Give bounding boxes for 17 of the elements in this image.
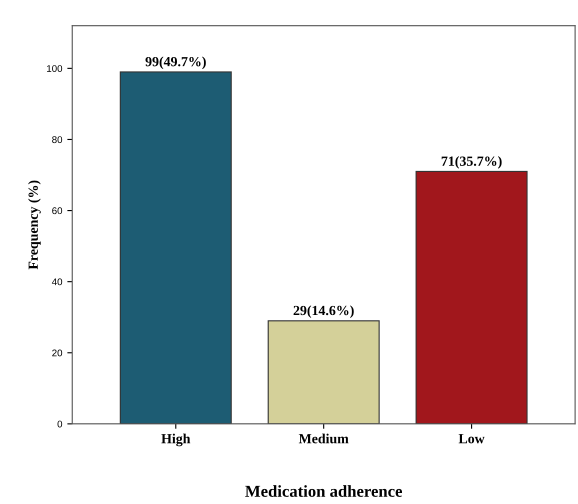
data-label: 29(14.6%) — [294, 305, 354, 318]
y-axis-title: Frequency (%) — [28, 180, 41, 270]
bar — [120, 71, 232, 424]
bar — [268, 320, 380, 424]
x-axis-title: Medication adherence — [245, 485, 402, 497]
y-tick-label: 20 — [52, 350, 62, 356]
data-label: 99(49.7%) — [145, 56, 206, 70]
bar — [416, 170, 528, 424]
x-tick-label: High — [161, 434, 190, 446]
y-tick-label: 60 — [52, 207, 62, 214]
x-tick-label: Medium — [298, 434, 349, 444]
y-tick-label: 0 — [58, 420, 62, 428]
x-tick-label: Low — [458, 434, 485, 444]
data-label: 71(35.7%) — [442, 156, 502, 169]
y-tick-label: 100 — [47, 65, 62, 72]
y-tick-label: 40 — [52, 278, 62, 286]
y-tick-label: 80 — [52, 136, 62, 144]
